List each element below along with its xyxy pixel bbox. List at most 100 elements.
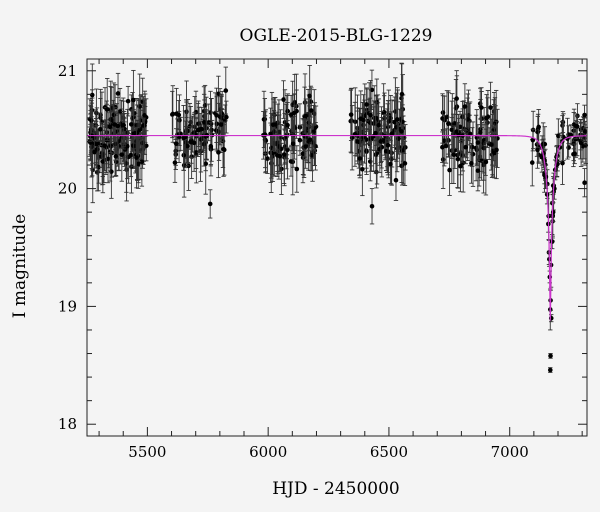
- data-point: [478, 130, 483, 135]
- data-point: [529, 160, 535, 165]
- data-point: [218, 122, 224, 127]
- data-point: [201, 120, 207, 125]
- data-point: [274, 153, 280, 158]
- data-point: [281, 97, 286, 102]
- y-tick-label: 18: [58, 415, 77, 433]
- data-point: [399, 129, 404, 134]
- data-point: [399, 148, 405, 154]
- data-point: [307, 93, 312, 99]
- x-tick-label: 5500: [128, 443, 166, 461]
- data-point: [388, 161, 393, 167]
- data-point: [297, 137, 303, 143]
- data-point: [272, 122, 278, 127]
- x-tick-label: 6000: [249, 443, 287, 461]
- data-point: [290, 141, 296, 147]
- data-point: [139, 159, 145, 165]
- data-point: [216, 150, 221, 155]
- data-point: [399, 163, 404, 169]
- data-point: [311, 111, 317, 117]
- data-point: [348, 112, 354, 117]
- data-point: [92, 149, 97, 155]
- data-point: [393, 177, 399, 183]
- data-point: [494, 147, 499, 153]
- data-point: [121, 122, 126, 128]
- data-point: [582, 180, 587, 186]
- data-point: [292, 99, 297, 105]
- data-point: [261, 117, 267, 122]
- data-point: [173, 141, 179, 146]
- data-point: [449, 127, 455, 133]
- data-point: [184, 143, 190, 149]
- data-point: [134, 130, 140, 135]
- data-point: [549, 239, 555, 244]
- data-point: [389, 156, 394, 162]
- data-point: [440, 116, 445, 121]
- data-point: [357, 156, 363, 161]
- data-point: [573, 123, 579, 129]
- data-point: [142, 113, 147, 118]
- data-point: [303, 144, 308, 149]
- plot-area: [87, 62, 589, 373]
- data-point: [364, 102, 369, 107]
- data-point: [100, 159, 106, 164]
- data-point: [386, 119, 391, 124]
- data-point: [548, 353, 553, 359]
- data-point: [112, 122, 118, 127]
- chart-title: OGLE-2015-BLG-1229: [240, 26, 433, 46]
- data-point: [130, 143, 136, 148]
- data-point: [383, 148, 389, 154]
- data-point: [307, 137, 313, 143]
- data-point: [94, 110, 99, 116]
- data-point: [102, 143, 107, 148]
- data-point: [108, 143, 114, 149]
- data-point: [108, 117, 113, 122]
- data-point: [131, 97, 136, 103]
- data-point: [458, 163, 463, 169]
- data-point: [536, 124, 541, 130]
- data-point: [379, 144, 385, 150]
- data-point: [134, 155, 139, 160]
- data-point: [214, 112, 219, 118]
- data-point: [547, 367, 553, 373]
- data-point: [440, 144, 445, 150]
- data-point: [369, 203, 375, 209]
- data-point: [483, 159, 489, 165]
- data-point: [462, 104, 468, 109]
- x-tick-label: 7000: [491, 443, 529, 461]
- data-point: [368, 112, 373, 118]
- data-point: [394, 117, 400, 122]
- data-point: [400, 119, 405, 125]
- data-point: [550, 209, 556, 215]
- data-point: [89, 92, 95, 98]
- data-point: [367, 159, 373, 164]
- data-point: [447, 167, 452, 173]
- data-point: [488, 105, 493, 110]
- data-point: [475, 140, 481, 145]
- data-point: [113, 154, 119, 159]
- data-point: [451, 152, 457, 157]
- data-point: [97, 126, 103, 132]
- data-point: [294, 166, 300, 172]
- data-point: [376, 122, 382, 128]
- data-point: [399, 91, 405, 97]
- data-point: [140, 140, 145, 146]
- data-point: [580, 144, 586, 149]
- data-point: [262, 132, 268, 137]
- data-point: [224, 114, 229, 120]
- data-point: [469, 144, 475, 150]
- data-point: [173, 148, 179, 154]
- data-point: [455, 156, 461, 162]
- data-point: [170, 111, 176, 117]
- data-point: [443, 143, 449, 149]
- data-point: [374, 116, 379, 121]
- data-point: [172, 160, 178, 165]
- data-point: [552, 186, 557, 191]
- data-point: [402, 161, 408, 166]
- data-point: [572, 151, 577, 157]
- data-point: [285, 122, 290, 128]
- data-point: [358, 116, 364, 122]
- x-tick-label: 6500: [370, 443, 408, 461]
- data-point: [285, 147, 290, 153]
- data-point: [475, 168, 481, 173]
